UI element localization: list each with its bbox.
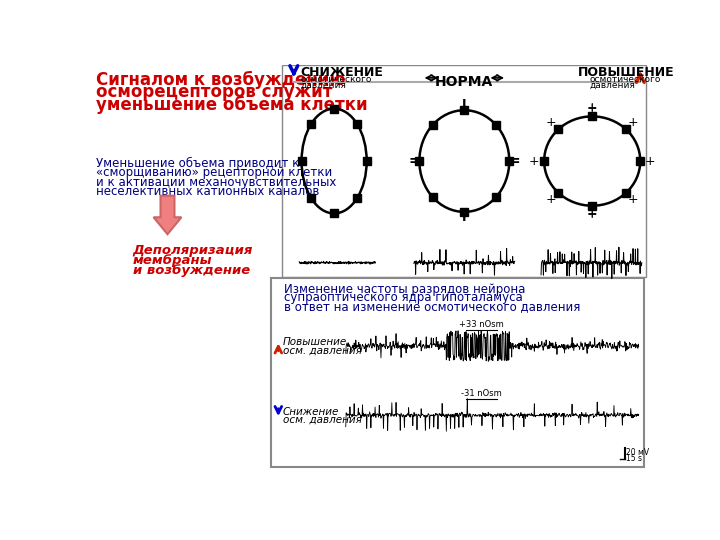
Text: осм. давления: осм. давления [283, 415, 362, 425]
Text: +: + [587, 207, 598, 220]
Text: 15 s: 15 s [626, 455, 642, 463]
Text: I: I [462, 211, 467, 224]
Text: в ответ на изменение осмотического давления: в ответ на изменение осмотического давле… [284, 300, 580, 313]
Text: +: + [628, 117, 639, 130]
Text: давления: давления [589, 81, 635, 90]
Text: Повышение: Повышение [283, 338, 347, 347]
Bar [282, 65, 647, 276]
Text: I: I [462, 98, 467, 111]
Text: осморецепторов служит: осморецепторов служит [96, 83, 333, 102]
FancyArrow shape [153, 195, 181, 234]
Text: -31 nOsm: -31 nOsm [461, 389, 502, 398]
Text: мембраны: мембраны [132, 254, 212, 267]
Text: +33 nOsm: +33 nOsm [459, 320, 504, 329]
Text: и к активации механочувствительных: и к активации механочувствительных [96, 176, 336, 188]
Text: осм. давления: осм. давления [283, 346, 362, 356]
Text: =: = [509, 154, 521, 168]
Text: +: + [628, 193, 639, 206]
Text: Изменение частоты разрядов нейрона: Изменение частоты разрядов нейрона [284, 283, 525, 296]
Text: и возбуждение: и возбуждение [132, 264, 250, 277]
Text: +: + [645, 154, 656, 167]
Text: осмотического: осмотического [300, 75, 372, 84]
Text: +: + [546, 117, 557, 130]
Text: Снижение: Снижение [283, 407, 339, 417]
Text: =: = [408, 154, 420, 168]
Text: +: + [528, 154, 539, 167]
Text: неселективных катионных каналов: неселективных катионных каналов [96, 185, 320, 198]
Text: +: + [546, 193, 557, 206]
Text: Уменьшение объема приводит к: Уменьшение объема приводит к [96, 157, 300, 170]
Text: давления: давления [300, 81, 346, 90]
Text: +: + [587, 208, 598, 221]
Text: уменьшение объема клетки: уменьшение объема клетки [96, 96, 368, 114]
Text: СНИЖЕНИЕ: СНИЖЕНИЕ [300, 66, 383, 79]
Text: Сигналом к возбуждению: Сигналом к возбуждению [96, 71, 346, 89]
Text: +: + [587, 102, 598, 115]
Text: ПОВЫШЕНИЕ: ПОВЫШЕНИЕ [578, 66, 675, 79]
Text: НОРМА: НОРМА [435, 75, 493, 89]
Text: 20 мV: 20 мV [626, 448, 649, 457]
Text: +: + [587, 100, 598, 113]
Bar [271, 278, 644, 467]
Text: осмотического: осмотического [589, 75, 660, 84]
Text: супраоптического ядра гипоталамуса: супраоптического ядра гипоталамуса [284, 291, 523, 304]
Text: Деполяризация: Деполяризация [132, 244, 253, 257]
Text: «сморщиванию» рецепторной клетки: «сморщиванию» рецепторной клетки [96, 166, 333, 179]
